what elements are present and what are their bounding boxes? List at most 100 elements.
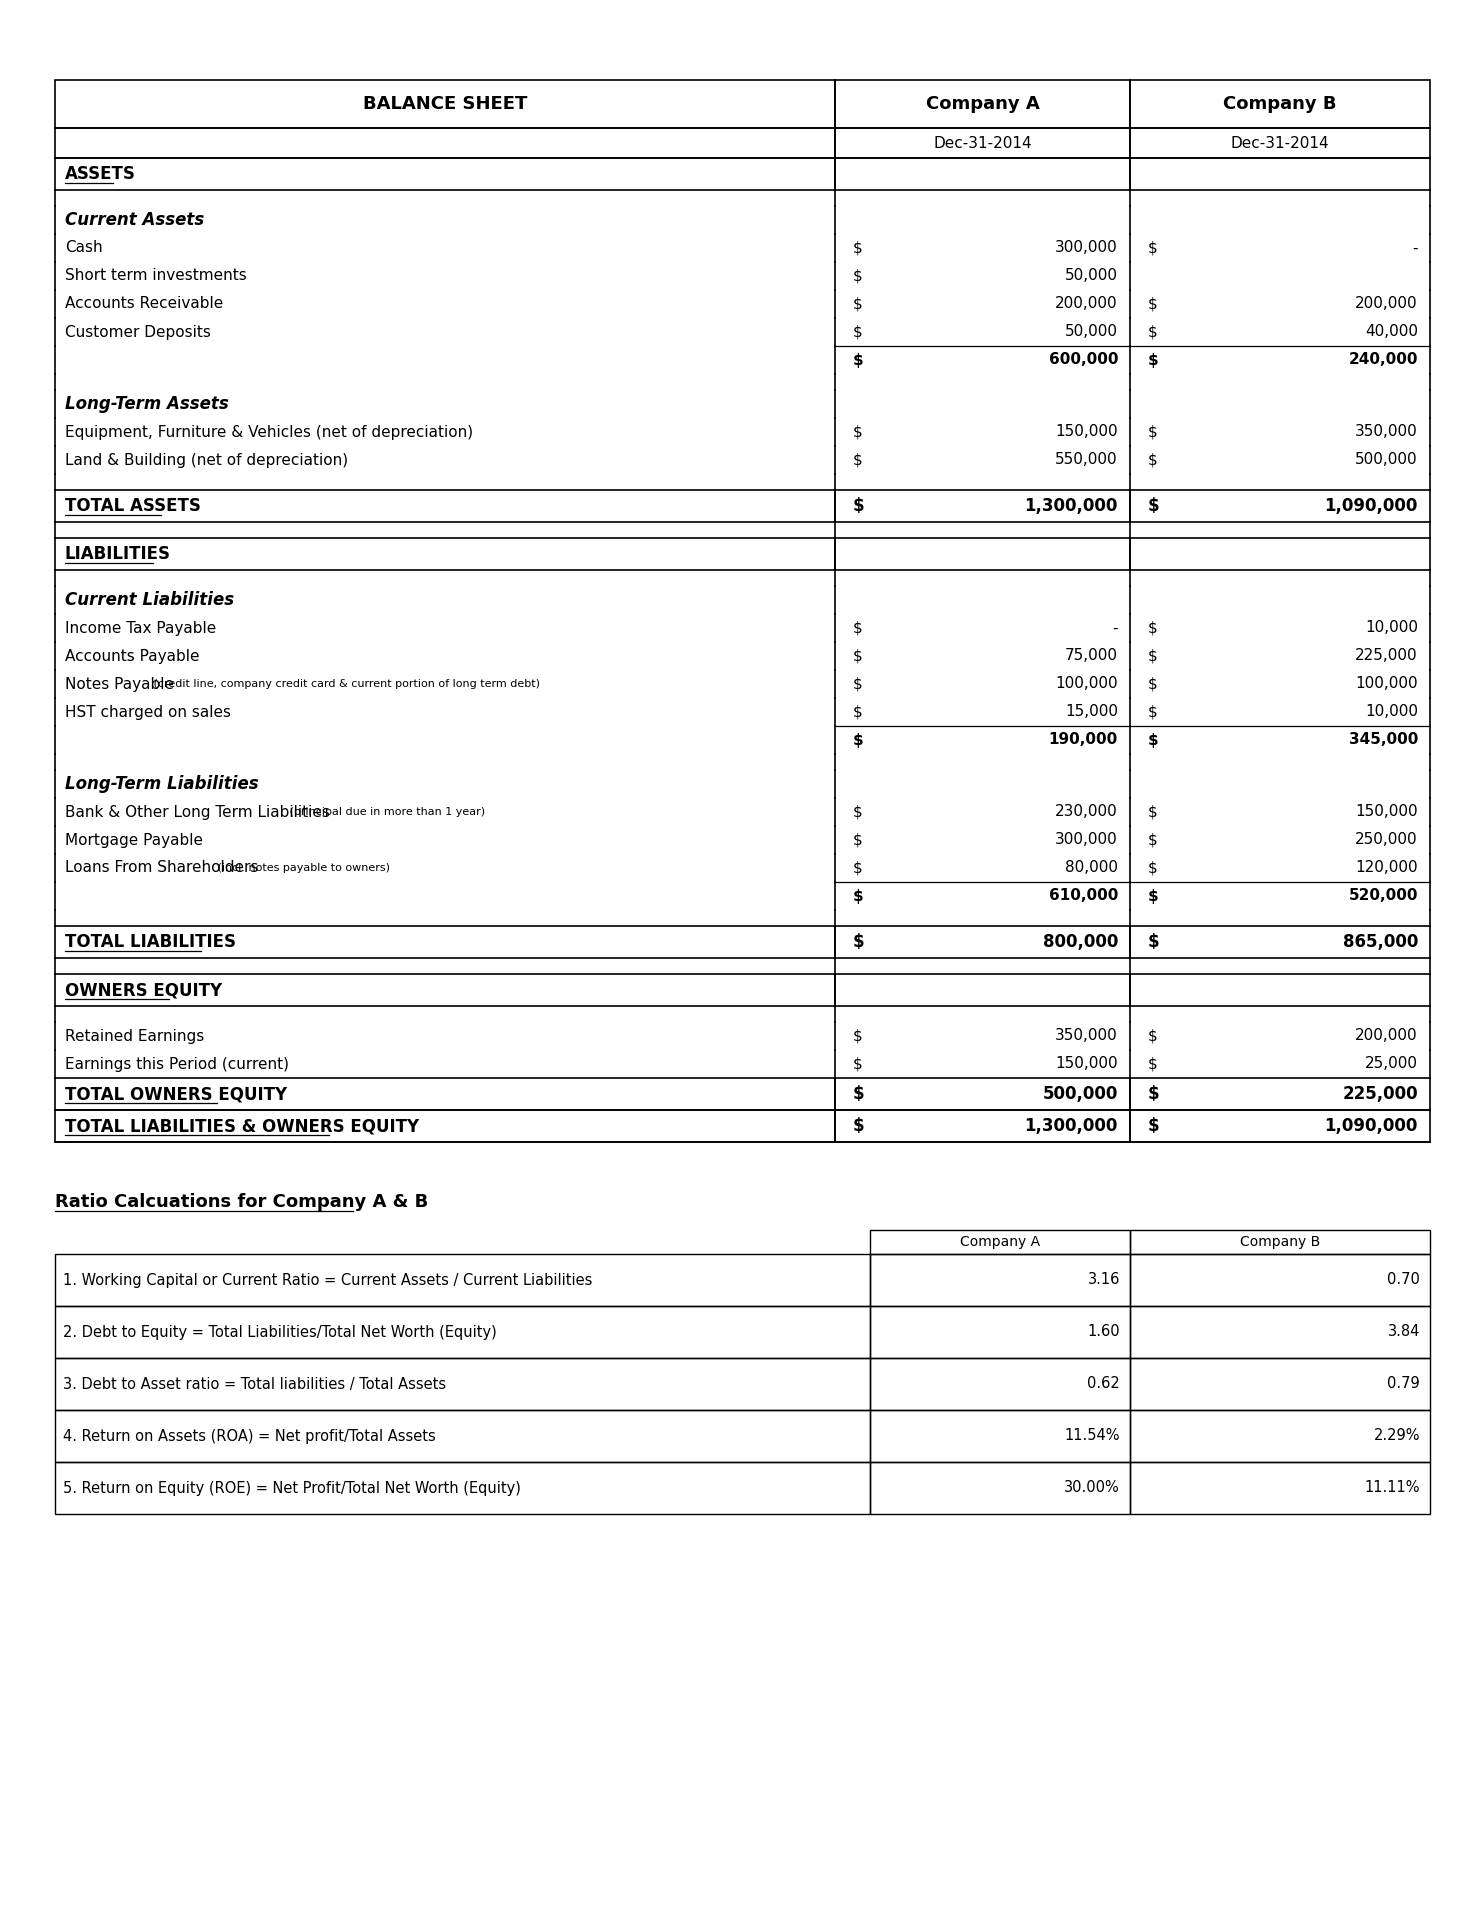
Text: 0.62: 0.62	[1088, 1377, 1120, 1392]
Text: Mortgage Payable: Mortgage Payable	[65, 833, 203, 847]
Text: $: $	[853, 649, 862, 664]
Text: 3.84: 3.84	[1388, 1325, 1420, 1340]
Text: $: $	[1149, 324, 1158, 340]
Bar	[870, 1461, 1129, 1515]
Bar	[870, 1409, 1129, 1461]
Text: 1,300,000: 1,300,000	[1024, 497, 1117, 515]
Bar	[870, 1231, 1129, 1254]
Text: 350,000: 350,000	[1055, 1029, 1117, 1043]
Bar	[870, 1254, 1129, 1306]
Text: 1.60: 1.60	[1088, 1325, 1120, 1340]
Bar	[835, 81, 1129, 129]
Text: TOTAL ASSETS: TOTAL ASSETS	[65, 497, 200, 515]
Text: Company A: Company A	[926, 94, 1039, 113]
Text: $: $	[1149, 424, 1158, 440]
Bar	[1129, 538, 1431, 570]
Text: 240,000: 240,000	[1349, 353, 1419, 367]
Text: $: $	[1149, 1117, 1159, 1135]
Text: 225,000: 225,000	[1355, 649, 1419, 664]
Text: $: $	[853, 453, 862, 467]
Bar	[55, 1306, 870, 1357]
Text: $: $	[853, 324, 862, 340]
Text: 40,000: 40,000	[1365, 324, 1419, 340]
Bar	[55, 538, 835, 570]
Text: 800,000: 800,000	[1043, 933, 1117, 950]
Text: $: $	[1149, 860, 1158, 876]
Text: 0.70: 0.70	[1388, 1273, 1420, 1288]
Bar	[870, 1357, 1129, 1409]
Bar	[1129, 157, 1431, 190]
Text: $: $	[1149, 933, 1159, 950]
Text: 100,000: 100,000	[1355, 676, 1419, 691]
Text: 300,000: 300,000	[1055, 240, 1117, 255]
Bar	[1129, 129, 1431, 157]
Text: Notes Payable: Notes Payable	[65, 676, 174, 691]
Bar	[1129, 1306, 1431, 1357]
Text: $: $	[1149, 240, 1158, 255]
Text: OWNERS EQUITY: OWNERS EQUITY	[65, 981, 223, 998]
Text: $: $	[853, 1117, 865, 1135]
Bar	[55, 1077, 835, 1110]
Text: 600,000: 600,000	[1049, 353, 1117, 367]
Text: Dec-31-2014: Dec-31-2014	[1230, 136, 1330, 150]
Bar	[1129, 1357, 1431, 1409]
Text: -: -	[1413, 240, 1419, 255]
Text: $: $	[853, 889, 864, 904]
Text: $: $	[853, 269, 862, 284]
Text: 200,000: 200,000	[1355, 1029, 1419, 1043]
Text: 50,000: 50,000	[1066, 269, 1117, 284]
Text: $: $	[853, 240, 862, 255]
Text: LIABILITIES: LIABILITIES	[65, 545, 171, 563]
Text: Accounts Payable: Accounts Payable	[65, 649, 199, 664]
Text: $: $	[1149, 1029, 1158, 1043]
Bar	[55, 925, 835, 958]
Text: Long-Term Liabilities: Long-Term Liabilities	[65, 776, 258, 793]
Text: 10,000: 10,000	[1365, 705, 1419, 720]
Text: Customer Deposits: Customer Deposits	[65, 324, 211, 340]
Text: 200,000: 200,000	[1055, 296, 1117, 311]
Text: 250,000: 250,000	[1355, 833, 1419, 847]
Text: 150,000: 150,000	[1055, 1056, 1117, 1071]
Text: 200,000: 200,000	[1355, 296, 1419, 311]
Text: 1. Working Capital or Current Ratio = Current Assets / Current Liabilities: 1. Working Capital or Current Ratio = Cu…	[62, 1273, 592, 1288]
Text: $: $	[1149, 353, 1159, 367]
Text: $: $	[1149, 833, 1158, 847]
Text: $: $	[853, 933, 865, 950]
Text: 150,000: 150,000	[1055, 424, 1117, 440]
Text: BALANCE SHEET: BALANCE SHEET	[362, 94, 527, 113]
Text: 520,000: 520,000	[1349, 889, 1419, 904]
Text: Company B: Company B	[1223, 94, 1337, 113]
Text: $: $	[853, 1056, 862, 1071]
Text: Company B: Company B	[1239, 1235, 1321, 1250]
Text: $: $	[1149, 1085, 1159, 1102]
Bar	[55, 129, 835, 157]
Text: Company A: Company A	[960, 1235, 1040, 1250]
Text: 2.29%: 2.29%	[1374, 1428, 1420, 1444]
Bar	[835, 538, 1129, 570]
Text: $: $	[853, 804, 862, 820]
Text: 2. Debt to Equity = Total Liabilities/Total Net Worth (Equity): 2. Debt to Equity = Total Liabilities/To…	[62, 1325, 497, 1340]
Text: 500,000: 500,000	[1355, 453, 1419, 467]
Text: Short term investments: Short term investments	[65, 269, 246, 284]
Text: 225,000: 225,000	[1343, 1085, 1419, 1102]
Text: $: $	[1149, 1056, 1158, 1071]
Bar	[835, 490, 1129, 522]
Bar	[55, 490, 835, 522]
Text: $: $	[853, 620, 862, 636]
Text: $: $	[853, 860, 862, 876]
Text: Current Assets: Current Assets	[65, 211, 205, 228]
Bar	[55, 81, 835, 129]
Bar	[55, 1409, 870, 1461]
Text: Dec-31-2014: Dec-31-2014	[933, 136, 1031, 150]
Bar	[55, 1254, 870, 1306]
Text: TOTAL LIABILITIES: TOTAL LIABILITIES	[65, 933, 236, 950]
Text: 190,000: 190,000	[1049, 733, 1117, 747]
Text: ASSETS: ASSETS	[65, 165, 137, 182]
Bar	[835, 1110, 1129, 1142]
Text: 15,000: 15,000	[1066, 705, 1117, 720]
Text: $: $	[1149, 733, 1159, 747]
Text: HST charged on sales: HST charged on sales	[65, 705, 232, 720]
Text: 80,000: 80,000	[1066, 860, 1117, 876]
Text: Equipment, Furniture & Vehicles (net of depreciation): Equipment, Furniture & Vehicles (net of …	[65, 424, 473, 440]
Bar	[1129, 973, 1431, 1006]
